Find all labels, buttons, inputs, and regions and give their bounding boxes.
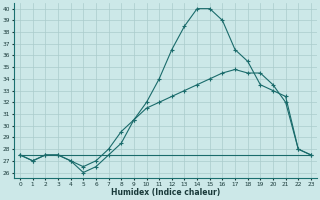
X-axis label: Humidex (Indice chaleur): Humidex (Indice chaleur)	[111, 188, 220, 197]
